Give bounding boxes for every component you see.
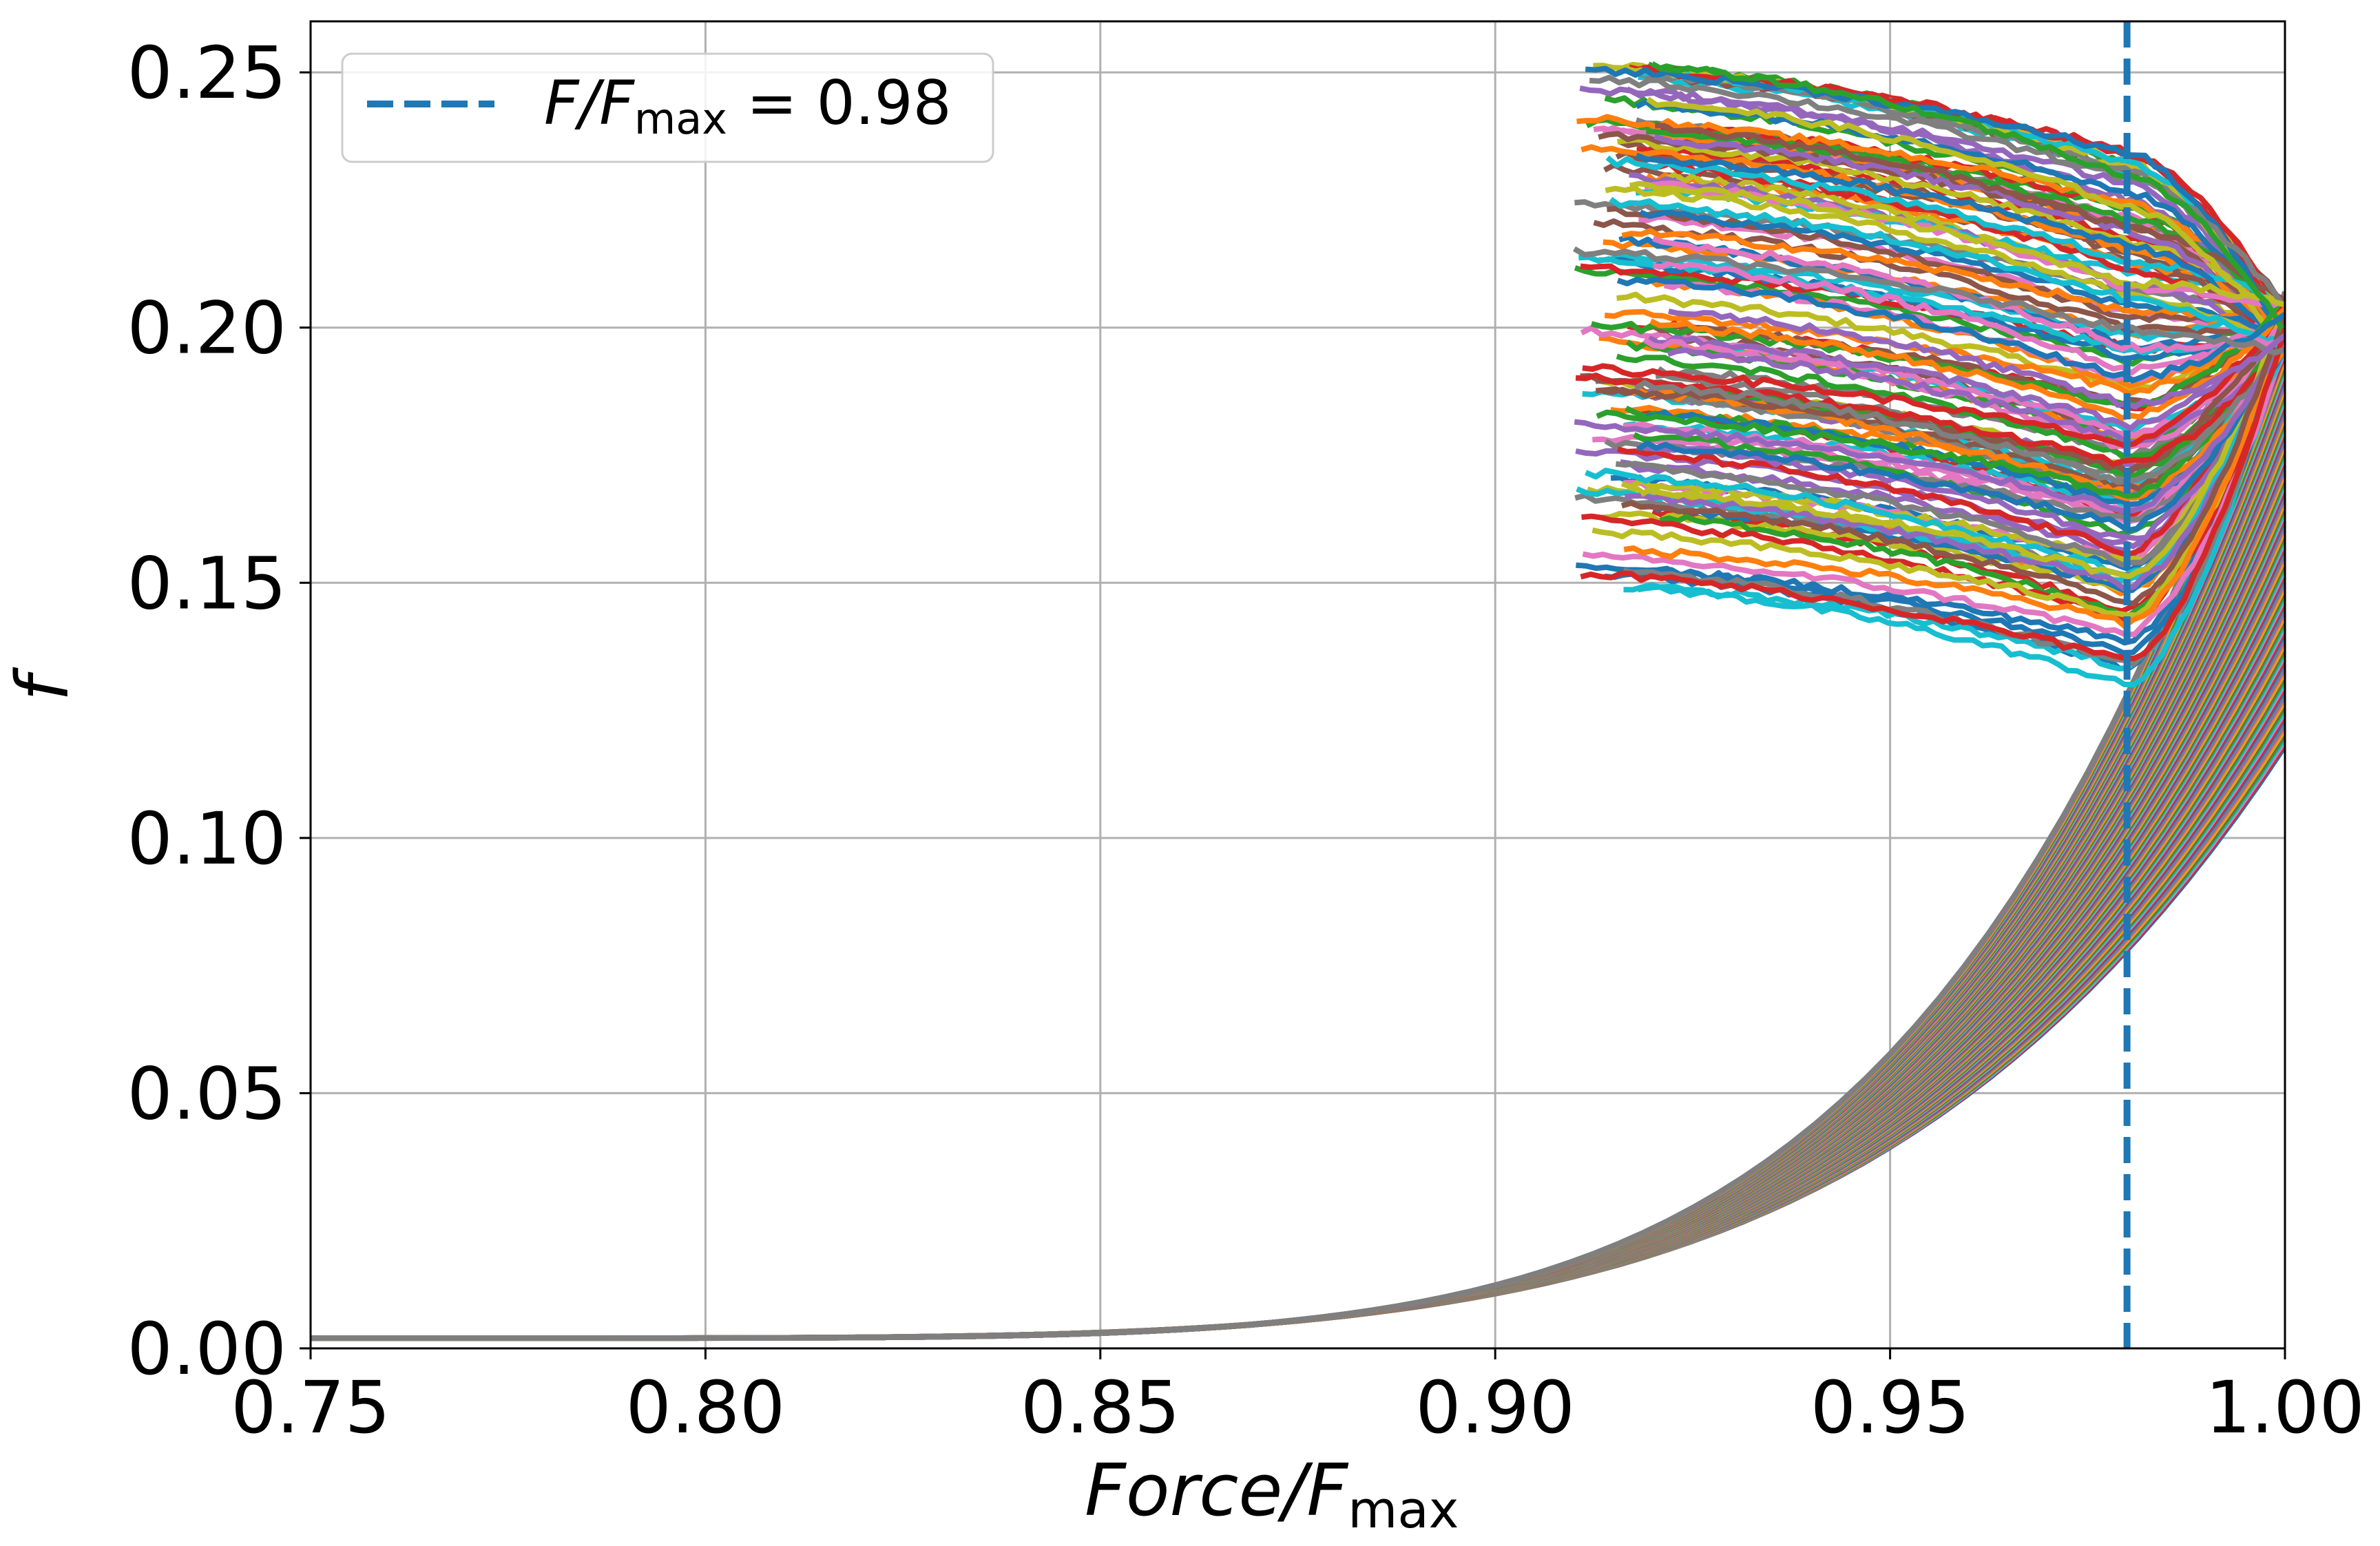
series-line-post-peak [1620,315,2285,607]
x-axis-ticks: 0.75 0.80 0.85 0.90 0.95 1.00 [231,1348,2365,1450]
series-line-post-peak [1596,305,2285,476]
series-line-post-peak [1647,324,2285,432]
series-line-post-peak [1589,74,2285,311]
x-axis-label: Force/Fmax [1085,1448,1459,1540]
series-line-post-peak [1596,321,2285,499]
y-tick-label: 0.00 [127,1307,286,1391]
y-tick-label: 0.25 [127,31,286,115]
x-axis-label-subscript: max [1348,1481,1459,1540]
series-line-post-peak [1631,347,2285,501]
legend: F/Fmax = 0.98 [341,52,994,163]
series-line-post-peak [1572,246,2285,356]
series-line-post-peak [1605,155,2285,306]
x-tick-label: 0.85 [1021,1366,1180,1450]
series-line-post-peak [1605,185,2285,354]
series-line-post-peak [1580,328,2285,662]
series-line-loading [311,291,2285,1341]
series-lines [311,61,2285,1341]
x-tick-label: 0.90 [1415,1366,1575,1450]
legend-label: F/Fmax = 0.98 [544,67,952,144]
series-line-post-peak [1585,65,2285,340]
series-line-post-peak [1574,336,2285,514]
series-line-post-peak [1653,260,2285,376]
series-line-post-peak [1623,319,2285,629]
series-line-post-peak [1646,96,2285,353]
series-line-post-peak [1668,309,2285,410]
series-line-post-peak [1629,180,2285,308]
series-line-post-peak [1653,134,2285,347]
legend-box [341,52,994,163]
series-line-post-peak [1615,331,2285,568]
legend-label-subscript: max [634,94,727,144]
y-tick-label: 0.10 [127,797,286,881]
series-line-post-peak [1616,276,2285,384]
x-tick-label: 0.75 [231,1366,390,1450]
series-line-post-peak [1617,306,2285,557]
series-line-post-peak [1582,303,2285,448]
series-line-post-peak [1667,346,2285,445]
series-line-post-peak [1609,196,2285,355]
y-axis-ticks: 0.00 0.05 0.10 0.15 0.20 0.25 [127,31,311,1391]
y-tick-label: 0.05 [127,1052,286,1136]
series-line-post-peak [1582,349,2285,638]
x-tick-label: 0.80 [626,1366,786,1450]
series-line-post-peak [1636,328,2285,534]
y-tick-label: 0.15 [127,541,286,625]
plot-frame [309,20,2286,1350]
series-line-post-peak [1633,341,2285,485]
series-line-post-peak [1625,335,2285,592]
legend-label-part1: F/F [544,67,635,138]
series-line-post-peak [1649,306,2285,421]
x-axis-label-main: Force/F [1085,1448,1349,1532]
x-tick-label: 0.95 [1810,1366,1970,1450]
series-line-post-peak [1591,328,2285,618]
legend-label-part2: = 0.98 [727,67,952,138]
y-tick-label: 0.20 [127,286,286,370]
x-tick-label: 1.00 [2205,1366,2365,1450]
series-line-post-peak [1621,228,2285,327]
series-line-post-peak [1617,136,2285,318]
series-line-post-peak [1651,61,2285,337]
series-line-post-peak [1640,305,2285,580]
series-line-post-peak [1635,152,2285,351]
series-line-post-peak [1655,123,2285,303]
